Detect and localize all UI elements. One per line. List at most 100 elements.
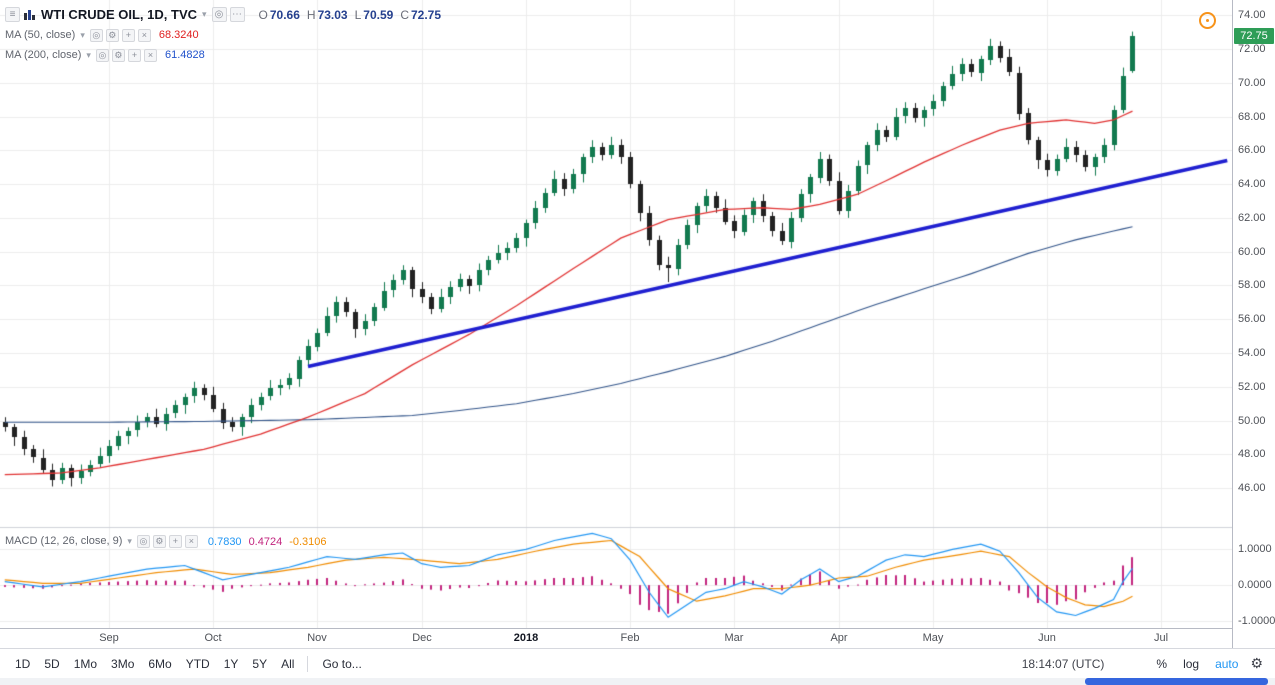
status-icon[interactable] bbox=[1199, 12, 1216, 29]
close-icon[interactable]: × bbox=[143, 48, 157, 62]
macd-row: MACD (12, 26, close, 9) ▾ ◎ ⚙ + × 0.7830… bbox=[5, 531, 327, 551]
eye-icon[interactable]: ◎ bbox=[136, 534, 150, 548]
range-button-3mo[interactable]: 3Mo bbox=[104, 657, 141, 671]
macd-values: 0.7830 0.4724 -0.3106 bbox=[201, 532, 327, 550]
macd-value: 0.4724 bbox=[248, 536, 283, 548]
symbol-title[interactable]: WTI CRUDE OIL, 1D, TVC bbox=[41, 7, 197, 22]
range-button-6mo[interactable]: 6Mo bbox=[141, 657, 178, 671]
add-icon[interactable]: + bbox=[121, 28, 135, 42]
auto-scale-button[interactable]: auto bbox=[1207, 657, 1246, 671]
instrument-logo-icon bbox=[23, 8, 36, 21]
more-options-icon[interactable]: ⋯ bbox=[229, 7, 245, 22]
range-button-1mo[interactable]: 1Mo bbox=[67, 657, 104, 671]
price-axis-label: 52.00 bbox=[1238, 380, 1266, 393]
time-axis[interactable]: Sep Oct Nov Dec 2018 Feb Mar Apr May Jun Jul bbox=[0, 628, 1232, 648]
macd-axis-label: -1.0000 bbox=[1238, 614, 1275, 627]
chart-legend: ≡ WTI CRUDE OIL, 1D, TVC ▾ ◎ ⋯ O 70.66 H 73… bbox=[5, 4, 441, 65]
menu-icon[interactable]: ≡ bbox=[5, 7, 20, 22]
time-axis-label: Apr bbox=[830, 632, 848, 644]
range-button-ytd[interactable]: YTD bbox=[179, 657, 217, 671]
low-label: L bbox=[354, 7, 362, 22]
chevron-down-icon[interactable]: ▾ bbox=[80, 29, 85, 40]
price-axis-label: 74.00 bbox=[1238, 9, 1266, 22]
bottom-toolbar: 1D 5D 1Mo 3Mo 6Mo YTD 1Y 5Y All Go to... 18:14:0… bbox=[0, 648, 1275, 678]
eye-icon[interactable]: ◎ bbox=[95, 48, 109, 62]
price-axis-label: 66.00 bbox=[1238, 144, 1266, 157]
toolbar-divider bbox=[307, 655, 309, 672]
price-axis-label: 58.00 bbox=[1238, 279, 1266, 292]
symbol-row: ≡ WTI CRUDE OIL, 1D, TVC ▾ ◎ ⋯ O 70.66 H 73… bbox=[5, 4, 441, 25]
ma200-label[interactable]: MA (200, close) bbox=[5, 49, 82, 61]
ma200-value: 61.4828 bbox=[164, 49, 205, 61]
high-value: 73.03 bbox=[317, 7, 348, 22]
macd-label[interactable]: MACD (12, 26, close, 9) bbox=[5, 535, 123, 547]
price-axis-label: 48.00 bbox=[1238, 448, 1266, 461]
range-buttons: 1D 5D 1Mo 3Mo 6Mo YTD 1Y 5Y All bbox=[8, 657, 301, 671]
time-axis-label: Dec bbox=[412, 632, 432, 644]
add-icon[interactable]: + bbox=[127, 48, 141, 62]
open-label: O bbox=[258, 7, 268, 22]
close-label: C bbox=[400, 7, 409, 22]
range-button-1d[interactable]: 1D bbox=[8, 657, 37, 671]
time-axis-label: Jul bbox=[1153, 632, 1169, 644]
price-axis-label: 50.00 bbox=[1238, 414, 1266, 427]
high-label: H bbox=[306, 7, 316, 22]
price-chart-canvas[interactable] bbox=[0, 0, 1232, 628]
eye-icon[interactable]: ◎ bbox=[89, 28, 103, 42]
gear-icon[interactable]: ⚙ bbox=[105, 28, 119, 42]
low-value: 70.59 bbox=[363, 7, 394, 22]
goto-button[interactable]: Go to... bbox=[314, 657, 369, 671]
macd-axis-label: 0.0000 bbox=[1238, 579, 1272, 592]
chevron-down-icon[interactable]: ▾ bbox=[127, 535, 132, 546]
price-axis-label: 62.00 bbox=[1238, 211, 1266, 224]
time-axis-label: Jun bbox=[1038, 632, 1056, 644]
ma50-row: MA (50, close) ▾ ◎ ⚙ + × 68.3240 bbox=[5, 25, 441, 45]
time-axis-label: Mar bbox=[724, 632, 744, 644]
time-axis-label: Nov bbox=[307, 632, 327, 644]
gear-icon[interactable]: ⚙ bbox=[111, 48, 125, 62]
status-dot-icon bbox=[1206, 19, 1209, 22]
close-icon[interactable]: × bbox=[137, 28, 151, 42]
macd-value: 0.7830 bbox=[207, 536, 242, 548]
eye-icon[interactable]: ◎ bbox=[211, 7, 227, 22]
ohlc-values: O 70.66 H 73.03 L 70.59 C 72.75 bbox=[252, 8, 442, 22]
open-value: 70.66 bbox=[269, 7, 300, 22]
time-axis-label: Feb bbox=[620, 632, 640, 644]
range-button-5y[interactable]: 5Y bbox=[245, 657, 274, 671]
settings-gear-icon[interactable]: ⚙ bbox=[1246, 655, 1267, 672]
ma50-label[interactable]: MA (50, close) bbox=[5, 29, 76, 41]
price-axis-label: 56.00 bbox=[1238, 313, 1266, 326]
scrollbar-thumb[interactable] bbox=[1085, 678, 1268, 685]
clock[interactable]: 18:14:07 (UTC) bbox=[1021, 656, 1105, 671]
macd-value: -0.3106 bbox=[289, 536, 327, 548]
ma50-value: 68.3240 bbox=[158, 29, 199, 41]
price-axis-label: 54.00 bbox=[1238, 347, 1266, 360]
price-axis-label: 60.00 bbox=[1238, 245, 1266, 258]
close-value: 72.75 bbox=[411, 7, 442, 22]
price-axis-label: 46.00 bbox=[1238, 482, 1266, 495]
macd-axis-label: 1.0000 bbox=[1238, 543, 1272, 556]
close-icon[interactable]: × bbox=[184, 534, 198, 548]
price-axis-label: 64.00 bbox=[1238, 178, 1266, 191]
time-axis-label: May bbox=[922, 632, 944, 644]
ma200-row: MA (200, close) ▾ ◎ ⚙ + × 61.4828 bbox=[5, 45, 441, 65]
chevron-down-icon[interactable]: ▾ bbox=[86, 49, 91, 60]
range-button-5d[interactable]: 5D bbox=[37, 657, 66, 671]
add-icon[interactable]: + bbox=[168, 534, 182, 548]
horizontal-scrollbar[interactable] bbox=[0, 678, 1275, 685]
price-axis-label: 68.00 bbox=[1238, 110, 1266, 123]
range-button-1y[interactable]: 1Y bbox=[217, 657, 246, 671]
time-axis-label: 2018 bbox=[513, 632, 539, 644]
percent-scale-button[interactable]: % bbox=[1148, 657, 1175, 671]
time-axis-label: Oct bbox=[204, 632, 222, 644]
price-axis-label: 72.00 bbox=[1238, 42, 1266, 55]
chevron-down-icon[interactable]: ▾ bbox=[202, 9, 207, 19]
price-axis[interactable]: 72.75 74.00 72.00 70.00 68.00 66.00 64.00 62.0… bbox=[1232, 0, 1275, 648]
price-axis-label: 70.00 bbox=[1238, 76, 1266, 89]
log-scale-button[interactable]: log bbox=[1175, 657, 1207, 671]
chart-region: ≡ WTI CRUDE OIL, 1D, TVC ▾ ◎ ⋯ O 70.66 H 73… bbox=[0, 0, 1232, 648]
gear-icon[interactable]: ⚙ bbox=[152, 534, 166, 548]
last-price-badge: 72.75 bbox=[1234, 28, 1274, 44]
range-button-all[interactable]: All bbox=[274, 657, 301, 671]
